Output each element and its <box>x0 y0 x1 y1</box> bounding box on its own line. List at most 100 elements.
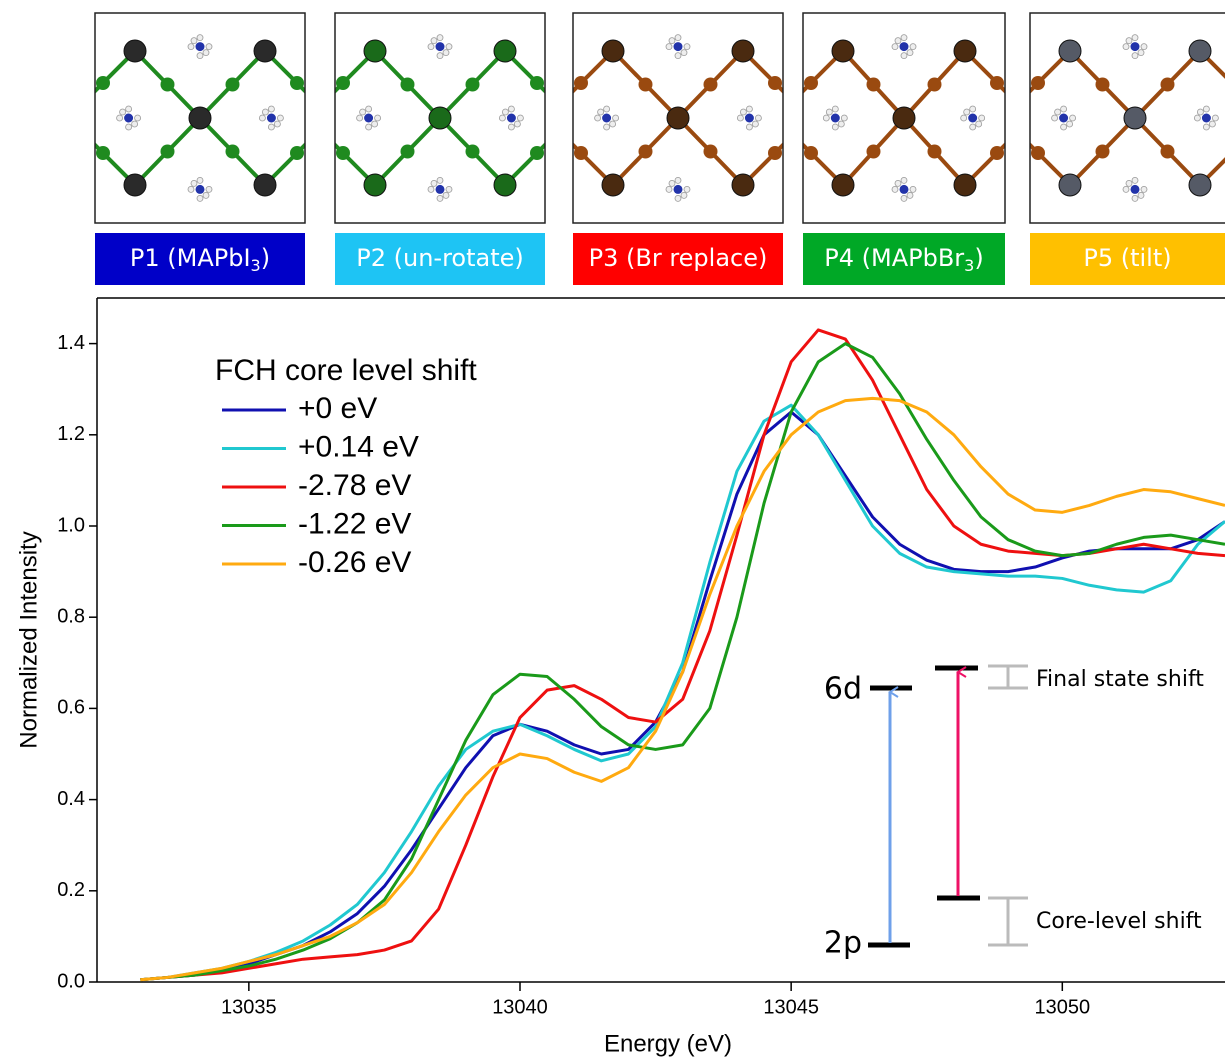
hydrogen <box>901 177 907 183</box>
lead <box>602 174 624 196</box>
hydrogen <box>206 186 212 192</box>
label-part: ) <box>974 244 983 272</box>
hydrogen <box>841 115 847 121</box>
lead <box>832 40 854 62</box>
halide <box>990 76 1004 90</box>
hydrogen <box>907 50 913 56</box>
halide <box>161 145 175 159</box>
hydrogen <box>970 124 976 130</box>
hydrogen <box>1138 192 1144 198</box>
hydrogen <box>895 38 901 44</box>
x-tick-label: 13040 <box>492 996 548 1018</box>
hydrogen <box>604 106 610 112</box>
hydrogen <box>197 195 203 201</box>
lead <box>494 40 516 62</box>
hydrogen <box>366 124 372 130</box>
lead <box>189 107 211 129</box>
hydrogen <box>262 109 268 115</box>
y-axis-label: Normalized Intensity <box>15 531 42 748</box>
hydrogen <box>755 115 761 121</box>
hydrogen <box>666 44 672 50</box>
hydrogen <box>1209 121 1215 127</box>
hydrogen <box>1061 106 1067 112</box>
lead <box>124 174 146 196</box>
halide <box>290 146 304 160</box>
hydrogen <box>838 121 844 127</box>
hydrogen <box>259 115 265 121</box>
lead <box>954 174 976 196</box>
nitrogen <box>196 42 205 51</box>
halide <box>1096 78 1110 92</box>
hydrogen <box>684 44 690 50</box>
hydrogen <box>684 186 690 192</box>
halide <box>1161 78 1175 92</box>
hydrogen <box>832 106 838 112</box>
halide <box>336 76 350 90</box>
lead <box>954 40 976 62</box>
halide <box>1096 145 1110 159</box>
nitrogen <box>364 114 373 123</box>
legend-label: -0.26 eV <box>298 546 411 579</box>
lead <box>429 107 451 129</box>
hydrogen <box>979 115 985 121</box>
hydrogen <box>1123 44 1129 50</box>
level-label: 6d <box>824 672 862 707</box>
nitrogen <box>602 114 611 123</box>
hydrogen <box>598 109 604 115</box>
hydrogen <box>446 44 452 50</box>
hydrogen <box>1123 186 1129 192</box>
hydrogen <box>1194 115 1200 121</box>
halide <box>768 146 782 160</box>
structure-panel <box>783 13 1025 223</box>
hydrogen <box>502 109 508 115</box>
hydrogen <box>1061 124 1067 130</box>
hydrogen <box>1132 53 1138 59</box>
nitrogen <box>674 185 683 194</box>
lead <box>1189 40 1211 62</box>
hydrogen <box>428 186 434 192</box>
legend-label: -1.22 eV <box>298 507 411 540</box>
shift-bracket <box>988 898 1028 945</box>
hydrogen <box>191 38 197 44</box>
label-part: P2 (un-rotate) <box>356 244 524 272</box>
hydrogen <box>277 115 283 121</box>
legend-label: +0.14 eV <box>298 430 419 463</box>
hydrogen <box>443 50 449 56</box>
hydrogen <box>895 180 901 186</box>
halide <box>990 146 1004 160</box>
hydrogen <box>746 124 752 130</box>
hydrogen <box>669 38 675 44</box>
halide <box>928 145 942 159</box>
hydrogen <box>437 53 443 59</box>
label-part: P4 (MAPbBr <box>824 244 964 272</box>
hydrogen <box>737 115 743 121</box>
nitrogen <box>1131 185 1140 194</box>
label-part: ) <box>261 244 270 272</box>
hydrogen <box>126 106 132 112</box>
annotation: Final state shift <box>1036 667 1204 692</box>
lead <box>364 174 386 196</box>
hydrogen <box>740 109 746 115</box>
hydrogen <box>437 35 443 41</box>
hydrogen <box>1203 106 1209 112</box>
hydrogen <box>1055 109 1061 115</box>
halide <box>466 78 480 92</box>
structure-panel <box>315 13 565 223</box>
x-tick-label: 13045 <box>763 996 819 1018</box>
hydrogen <box>1141 44 1147 50</box>
hydrogen <box>517 115 523 121</box>
y-tick-label: 0.0 <box>57 970 85 992</box>
y-tick-label: 0.8 <box>57 605 85 627</box>
label-part: P3 (Br replace) <box>589 244 768 272</box>
hydrogen <box>443 192 449 198</box>
lead <box>494 174 516 196</box>
hydrogen <box>832 124 838 130</box>
panel-label: P5 (tilt) <box>1083 244 1171 272</box>
subscript: 3 <box>251 256 261 275</box>
hydrogen <box>431 180 437 186</box>
hydrogen <box>206 44 212 50</box>
hydrogen <box>188 186 194 192</box>
hydrogen <box>1067 121 1073 127</box>
halide <box>336 146 350 160</box>
hydrogen <box>1126 38 1132 44</box>
